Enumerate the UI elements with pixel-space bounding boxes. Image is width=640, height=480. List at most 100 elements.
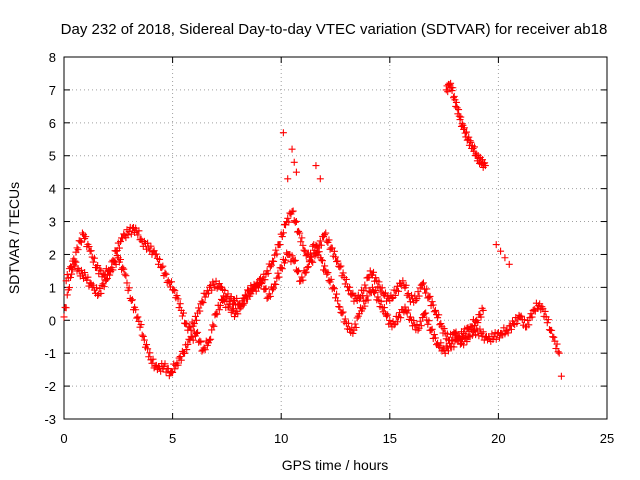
data-point (282, 256, 290, 264)
x-tick-label: 25 (600, 431, 614, 446)
data-point (176, 300, 184, 308)
data-point (152, 250, 160, 258)
data-point (269, 286, 277, 294)
x-tick-label: 0 (60, 431, 67, 446)
y-tick-label: 5 (49, 149, 56, 164)
data-point (418, 280, 426, 288)
data-point (197, 338, 205, 346)
data-point (81, 269, 89, 277)
data-point (525, 321, 533, 329)
data-point (472, 331, 480, 339)
data-point (309, 242, 317, 250)
data-point (463, 338, 471, 346)
data-point (550, 333, 558, 341)
data-point (355, 295, 363, 303)
data-point (178, 312, 186, 320)
data-point (548, 326, 556, 334)
data-point (422, 289, 430, 297)
data-point (401, 303, 409, 311)
data-point (290, 257, 298, 265)
data-point (450, 92, 458, 100)
axis-ticks (63, 56, 608, 420)
data-point (362, 284, 370, 292)
data-point (192, 329, 200, 337)
data-point (147, 242, 155, 250)
data-point (134, 231, 142, 239)
data-point (427, 326, 435, 334)
y-tick-label: 4 (49, 182, 56, 197)
data-point (174, 295, 182, 303)
data-point (315, 248, 323, 256)
data-point (227, 293, 235, 301)
data-point (179, 309, 187, 317)
data-point (177, 356, 185, 364)
data-point (465, 328, 473, 336)
data-point (146, 349, 154, 357)
data-point (528, 313, 536, 321)
data-point (94, 261, 102, 269)
data-point (138, 331, 146, 339)
data-point (289, 207, 297, 215)
data-point (475, 154, 483, 162)
data-point (228, 306, 236, 314)
data-point (463, 128, 471, 136)
data-point (239, 301, 247, 309)
data-point (504, 329, 512, 337)
x-tick-label: 5 (169, 431, 176, 446)
data-point (474, 319, 482, 327)
data-point (293, 268, 301, 276)
data-point (93, 284, 101, 292)
data-point (457, 113, 465, 121)
data-point (520, 316, 528, 324)
data-point (215, 306, 223, 314)
data-point (455, 112, 463, 120)
data-point (149, 355, 157, 363)
data-point (298, 273, 306, 281)
data-point (201, 293, 209, 301)
data-point (419, 279, 427, 287)
data-point (238, 300, 246, 308)
data-point (431, 306, 439, 314)
data-point (444, 88, 452, 96)
data-point (421, 310, 429, 318)
data-point (397, 314, 405, 322)
data-point (450, 343, 458, 351)
data-point (327, 275, 335, 283)
data-point (258, 277, 266, 285)
data-point (119, 264, 127, 272)
data-point (274, 269, 282, 277)
data-point (125, 284, 133, 292)
data-point (84, 273, 92, 281)
data-point (139, 332, 147, 340)
data-point (220, 296, 228, 304)
data-point (63, 291, 71, 299)
data-point (424, 320, 432, 328)
data-point (116, 238, 124, 246)
data-point (468, 331, 476, 339)
data-point (416, 317, 424, 325)
data-point (449, 84, 457, 92)
data-point (513, 319, 521, 327)
data-point (74, 246, 82, 254)
data-point (275, 273, 283, 281)
data-point (336, 303, 344, 311)
data-point (333, 290, 341, 298)
data-point (549, 333, 557, 341)
data-point (288, 145, 296, 153)
data-point (312, 241, 320, 249)
data-point (467, 138, 475, 146)
data-point (213, 284, 221, 292)
data-point (144, 345, 152, 353)
data-point (290, 158, 298, 166)
data-point (447, 79, 455, 87)
y-tick-label: 7 (49, 83, 56, 98)
data-point (272, 246, 280, 254)
data-point (557, 372, 565, 380)
data-point (453, 104, 461, 112)
data-point (554, 348, 562, 356)
data-point (128, 296, 136, 304)
data-point (273, 250, 281, 258)
data-point (303, 264, 311, 272)
data-point (262, 285, 270, 293)
data-point (391, 291, 399, 299)
